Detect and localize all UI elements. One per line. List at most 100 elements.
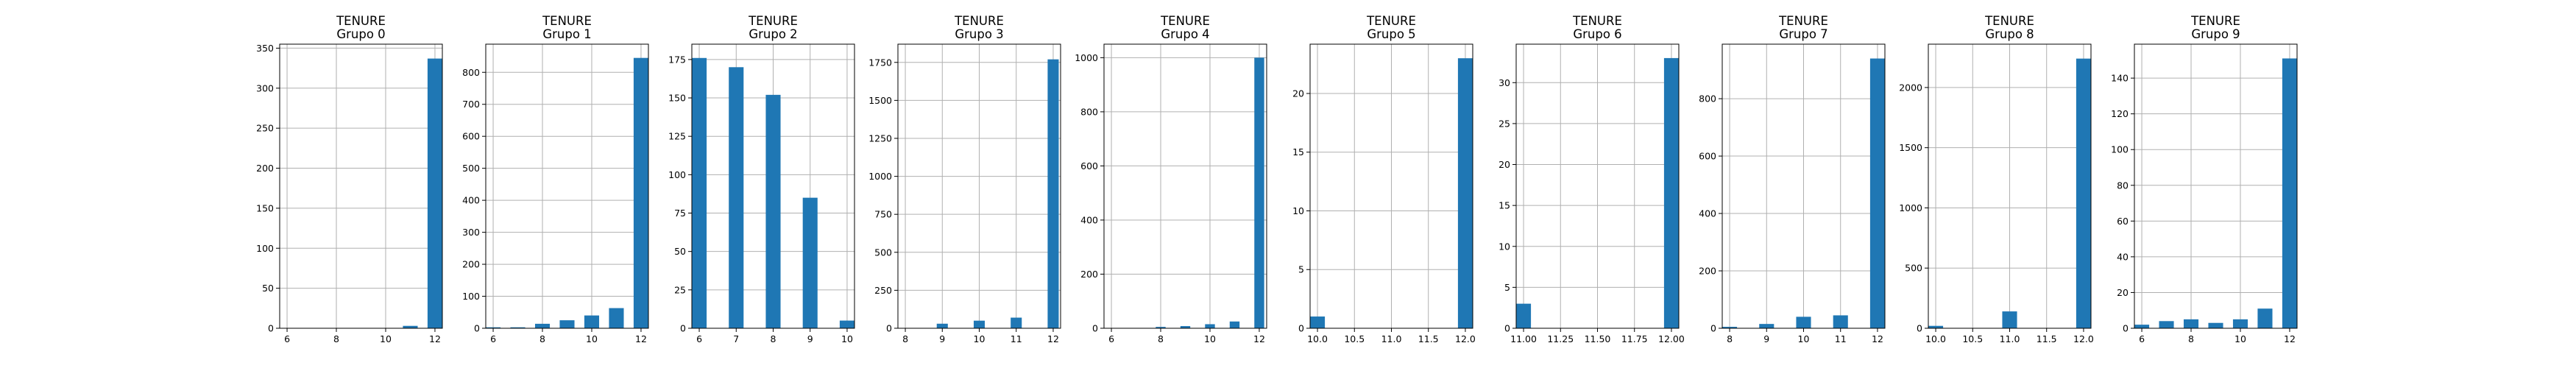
x-tick-label-0-1: 8: [333, 333, 339, 344]
y-tick-label-8-0: 0: [1917, 323, 1922, 334]
y-tick-label-6-6: 30: [1498, 77, 1510, 88]
axes-frame-9: [2134, 43, 2298, 329]
chart-title-1: TENURE: [542, 14, 592, 28]
x-tick-label-8-3: 11.5: [2037, 333, 2057, 344]
bar-grupo-6-0: [1516, 303, 1532, 328]
y-tick-label-5-4: 20: [1292, 88, 1304, 99]
y-tick-label-0-3: 150: [256, 202, 274, 213]
y-tick-label-4-3: 600: [1080, 160, 1098, 171]
bar-grupo-9-3: [2208, 322, 2223, 328]
x-tick-label-4-3: 12: [1253, 333, 1265, 344]
bar-grupo-8-2: [2076, 58, 2091, 328]
x-tick-label-8-0: 10.0: [1925, 333, 1946, 344]
x-tick-label-2-2: 8: [771, 333, 776, 344]
y-tick-label-3-7: 1750: [868, 57, 892, 68]
chart-subtitle-2: Grupo 2: [749, 27, 797, 41]
bar-grupo-1-6: [633, 57, 648, 329]
y-tick-label-1-8: 800: [462, 67, 480, 78]
y-tick-label-8-3: 1500: [1899, 142, 1922, 153]
y-tick-label-0-4: 200: [256, 163, 274, 174]
y-tick-label-9-7: 140: [2111, 73, 2129, 84]
y-tick-label-5-1: 5: [1298, 264, 1304, 275]
axes-frame-4: [1103, 43, 1267, 329]
y-tick-label-3-0: 0: [886, 323, 892, 334]
bar-grupo-3-2: [1011, 317, 1022, 328]
x-tick-label-5-4: 12.0: [1455, 333, 1476, 344]
chart-subtitle-5: Grupo 5: [1367, 27, 1415, 41]
bar-grupo-3-0: [936, 323, 948, 328]
bar-grupo-7-2: [1796, 316, 1811, 328]
y-tick-label-0-0: 0: [268, 323, 274, 334]
y-tick-label-6-2: 10: [1498, 241, 1510, 252]
bar-grupo-4-1: [1180, 326, 1191, 328]
y-tick-label-2-5: 125: [668, 131, 686, 142]
y-tick-label-7-2: 400: [1699, 208, 1716, 219]
y-tick-label-8-2: 1000: [1899, 202, 1922, 213]
x-tick-label-7-2: 10: [1798, 333, 1810, 344]
x-tick-label-2-4: 10: [841, 333, 853, 344]
bar-grupo-1-4: [584, 315, 600, 328]
bar-grupo-5-0: [1310, 316, 1326, 328]
bar-grupo-9-1: [2159, 321, 2174, 328]
x-tick-label-1-2: 10: [586, 333, 598, 344]
bar-grupo-2-0: [692, 57, 707, 328]
x-tick-label-1-0: 6: [490, 333, 496, 344]
y-tick-label-1-6: 600: [462, 131, 480, 142]
x-tick-label-6-0: 11.00: [1510, 333, 1537, 344]
y-tick-label-1-5: 500: [462, 163, 480, 174]
y-tick-label-0-6: 300: [256, 82, 274, 93]
bar-grupo-8-1: [2002, 311, 2017, 328]
bar-grupo-9-6: [2282, 58, 2297, 328]
y-tick-label-9-0: 0: [2123, 323, 2129, 334]
bar-grupo-8-0: [1928, 325, 1944, 328]
subplot-grupo-3: 8 9 10 11 12 0 250 500 750 1000 1250 1500 1750 TENURE…: [868, 14, 1061, 344]
y-tick-label-6-1: 5: [1504, 282, 1510, 293]
y-tick-label-0-1: 50: [262, 283, 274, 294]
x-tick-label-6-3: 11.75: [1621, 333, 1648, 344]
x-tick-label-0-0: 6: [284, 333, 290, 344]
subplot-grupo-1: 6 8 10 12 0 100 200 300 400 500 600 700 800 TENUREGru…: [462, 14, 649, 344]
bar-grupo-9-2: [2183, 319, 2199, 328]
bar-grupo-6-1: [1663, 57, 1679, 329]
x-tick-label-5-1: 10.5: [1344, 333, 1365, 344]
x-tick-label-1-3: 12: [635, 333, 647, 344]
y-tick-label-5-2: 10: [1292, 205, 1304, 216]
bar-grupo-4-3: [1229, 321, 1240, 328]
y-tick-label-2-7: 175: [668, 54, 686, 65]
chart-subtitle-0: Grupo 0: [336, 27, 385, 41]
y-tick-label-3-5: 1250: [868, 132, 892, 144]
bar-grupo-7-3: [1833, 315, 1848, 328]
y-tick-label-1-3: 300: [462, 227, 480, 238]
y-tick-label-3-6: 1500: [868, 95, 892, 106]
y-tick-label-8-4: 2000: [1899, 82, 1922, 93]
y-tick-label-0-7: 350: [256, 43, 274, 54]
x-tick-label-8-4: 12.0: [2073, 333, 2094, 344]
x-tick-label-4-2: 10: [1204, 333, 1216, 344]
x-tick-label-7-3: 11: [1835, 333, 1847, 344]
y-tick-label-7-4: 800: [1699, 93, 1716, 105]
x-tick-label-4-1: 8: [1158, 333, 1164, 344]
y-tick-label-8-1: 500: [1905, 263, 1922, 274]
x-tick-label-1-1: 8: [539, 333, 545, 344]
x-tick-label-9-1: 8: [2188, 333, 2194, 344]
y-tick-label-7-1: 200: [1699, 266, 1716, 277]
chart-title-8: TENURE: [1984, 14, 2034, 28]
x-tick-label-7-1: 9: [1763, 333, 1769, 344]
y-tick-label-1-1: 100: [462, 291, 480, 302]
y-tick-label-1-2: 200: [462, 259, 480, 270]
y-tick-label-0-5: 250: [256, 123, 274, 134]
y-tick-label-3-3: 750: [874, 209, 892, 220]
x-tick-label-8-1: 10.5: [1962, 333, 1983, 344]
y-tick-label-7-0: 0: [1710, 323, 1716, 334]
y-tick-label-4-4: 800: [1080, 106, 1098, 117]
bar-grupo-7-4: [1869, 58, 1885, 329]
chart-title-6: TENURE: [1572, 14, 1622, 28]
x-tick-label-5-0: 10.0: [1307, 333, 1328, 344]
y-tick-label-9-4: 80: [2117, 180, 2129, 191]
x-tick-label-5-3: 11.5: [1418, 333, 1439, 344]
y-tick-label-9-6: 120: [2111, 108, 2129, 119]
bar-grupo-2-2: [765, 94, 781, 328]
chart-subtitle-1: Grupo 1: [542, 27, 591, 41]
